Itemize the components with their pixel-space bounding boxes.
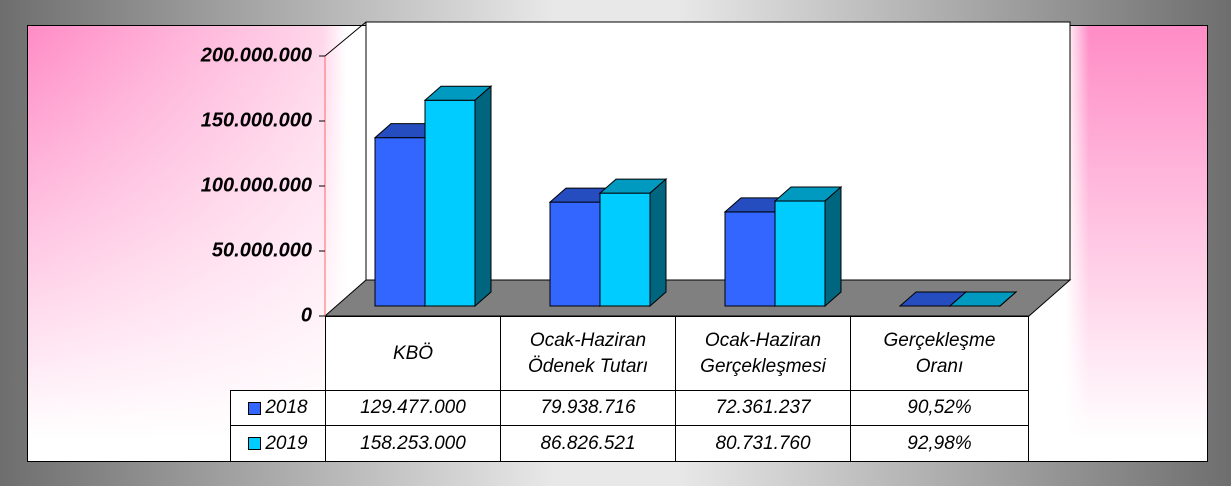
value-cell-text: 90,52% [907,397,972,418]
value-cell-text: 86.826.521 [540,432,636,454]
y-tick-label: 200.000.000 [200,44,312,66]
value-cell-text: 129.477.000 [360,397,466,418]
value-cell: 158.253.000 [325,425,501,462]
wall-edge [324,21,367,57]
legend-swatch [248,401,262,415]
category-cell: Gerçekleşme Oranı [850,316,1029,391]
value-cell: 80.731.760 [675,425,851,462]
y-tick-label: 0 [301,304,312,326]
category-cell-text: Ocak-Haziran Gerçekleşmesi [700,329,826,377]
category-cell-text: Gerçekleşme Oranı [883,329,996,377]
bar [599,192,651,307]
bar [724,211,776,307]
value-cell-text: 158.253.000 [360,432,466,454]
y-tick-label: 50.000.000 [212,239,312,261]
legend-cell: 2019 [230,425,326,462]
category-cell: Ocak-Haziran Gerçekleşmesi [675,316,851,391]
bar [374,137,426,307]
bar [424,99,476,307]
value-cell-text: 72.361.237 [715,397,811,418]
value-cell-text: 92,98% [907,432,972,454]
value-cell-text: 80.731.760 [715,432,811,454]
category-cell: KBÖ [325,316,501,391]
value-cell: 79.938.716 [500,390,676,426]
category-cell: Ocak-Haziran Ödenek Tutarı [500,316,676,391]
value-cell: 86.826.521 [500,425,676,462]
bar-side [824,185,842,308]
value-cell: 92,98% [850,425,1029,462]
bar [549,201,601,307]
value-cell: 72.361.237 [675,390,851,426]
bar-side [999,290,1017,308]
legend-label: 2018 [265,397,308,418]
y-tick-label: 150.000.000 [201,109,312,131]
value-cell-text: 79.938.716 [540,397,636,418]
y-tick-label: 100.000.000 [201,174,312,196]
legend-label: 2019 [265,432,308,454]
bar [774,200,826,307]
value-cell: 129.477.000 [325,390,501,426]
category-cell-text: KBÖ [392,342,434,364]
legend-swatch [248,437,262,450]
value-cell: 90,52% [850,390,1029,426]
bar-side [649,178,667,308]
legend-cell: 2018 [230,390,326,426]
bar-side [474,85,492,308]
category-cell-text: Ocak-Haziran Ödenek Tutarı [527,329,649,377]
